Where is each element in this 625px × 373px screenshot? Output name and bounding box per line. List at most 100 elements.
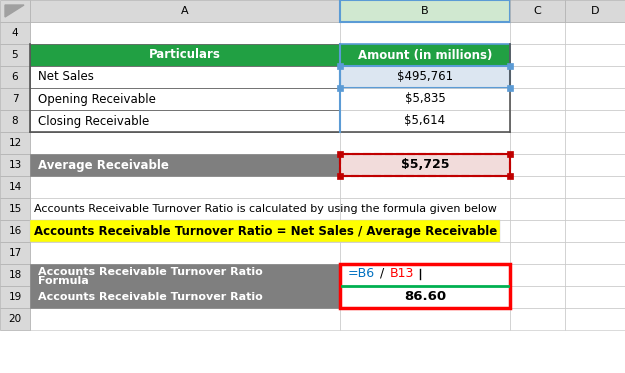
Bar: [510, 88, 565, 110]
Text: Amount (in millions): Amount (in millions): [357, 48, 492, 62]
Text: =B6: =B6: [348, 267, 375, 280]
Bar: [510, 242, 565, 264]
Bar: [565, 110, 625, 132]
Bar: [337, 63, 343, 69]
Bar: [30, 44, 340, 66]
Bar: [0, 176, 30, 198]
Text: 19: 19: [8, 292, 22, 302]
Bar: [340, 154, 510, 176]
Bar: [0, 110, 30, 132]
Bar: [337, 173, 343, 179]
Text: Accounts Receivable Turnover Ratio: Accounts Receivable Turnover Ratio: [38, 267, 262, 278]
Text: 17: 17: [8, 248, 22, 258]
Text: B: B: [421, 6, 429, 16]
Text: Net Sales: Net Sales: [38, 70, 94, 84]
Bar: [340, 264, 510, 308]
Bar: [340, 22, 510, 44]
Bar: [0, 198, 30, 220]
Bar: [30, 44, 340, 66]
Bar: [30, 110, 340, 132]
Text: 4: 4: [12, 28, 18, 38]
Bar: [510, 110, 565, 132]
Bar: [30, 110, 340, 132]
Bar: [340, 286, 510, 308]
Bar: [0, 286, 30, 308]
Bar: [510, 154, 565, 176]
Bar: [340, 66, 510, 88]
Bar: [565, 308, 625, 330]
Bar: [30, 0, 340, 22]
Bar: [565, 22, 625, 44]
Bar: [0, 22, 30, 44]
Text: 13: 13: [8, 160, 22, 170]
Bar: [30, 154, 340, 176]
Text: $495,761: $495,761: [397, 70, 453, 84]
Bar: [340, 308, 510, 330]
Bar: [0, 264, 30, 286]
Bar: [340, 132, 510, 154]
Bar: [565, 198, 625, 220]
Bar: [507, 151, 513, 157]
Text: Closing Receivable: Closing Receivable: [38, 115, 149, 128]
Text: 14: 14: [8, 182, 22, 192]
Bar: [340, 88, 510, 110]
Bar: [340, 110, 510, 132]
Bar: [565, 176, 625, 198]
Bar: [30, 176, 340, 198]
Bar: [30, 66, 340, 88]
Bar: [340, 154, 510, 176]
Bar: [30, 220, 340, 242]
Bar: [30, 264, 340, 308]
Bar: [340, 110, 510, 132]
Text: $5,835: $5,835: [404, 93, 446, 106]
Bar: [337, 151, 343, 157]
Bar: [30, 308, 340, 330]
Bar: [565, 154, 625, 176]
Text: 86.60: 86.60: [404, 291, 446, 304]
Bar: [30, 154, 340, 176]
Bar: [0, 308, 30, 330]
Bar: [510, 0, 565, 22]
Text: $5,725: $5,725: [401, 159, 449, 172]
Text: Particulars: Particulars: [149, 48, 221, 62]
Text: Accounts Receivable Turnover Ratio is calculated by using the formula given belo: Accounts Receivable Turnover Ratio is ca…: [34, 204, 497, 214]
Bar: [30, 242, 340, 264]
Bar: [340, 220, 510, 242]
Bar: [0, 66, 30, 88]
Bar: [0, 88, 30, 110]
Bar: [565, 66, 625, 88]
Bar: [565, 264, 625, 286]
Bar: [507, 85, 513, 91]
Bar: [30, 264, 340, 286]
Text: $5,614: $5,614: [404, 115, 446, 128]
Bar: [565, 44, 625, 66]
Bar: [30, 66, 340, 88]
Text: D: D: [591, 6, 599, 16]
Bar: [510, 66, 565, 88]
Text: 16: 16: [8, 226, 22, 236]
Text: 6: 6: [12, 72, 18, 82]
Bar: [507, 63, 513, 69]
Bar: [340, 264, 510, 286]
Polygon shape: [5, 5, 24, 17]
Bar: [30, 286, 340, 308]
Bar: [510, 308, 565, 330]
Text: /: /: [380, 267, 384, 280]
Bar: [565, 132, 625, 154]
Bar: [565, 220, 625, 242]
Text: Opening Receivable: Opening Receivable: [38, 93, 156, 106]
Bar: [0, 220, 30, 242]
Bar: [510, 220, 565, 242]
Text: Formula: Formula: [38, 276, 89, 286]
Bar: [510, 286, 565, 308]
Bar: [510, 198, 565, 220]
Bar: [340, 88, 510, 110]
Bar: [340, 44, 510, 66]
Text: 12: 12: [8, 138, 22, 148]
Bar: [565, 286, 625, 308]
Bar: [30, 22, 340, 44]
Text: 15: 15: [8, 204, 22, 214]
Bar: [510, 176, 565, 198]
Bar: [340, 198, 510, 220]
Bar: [565, 0, 625, 22]
